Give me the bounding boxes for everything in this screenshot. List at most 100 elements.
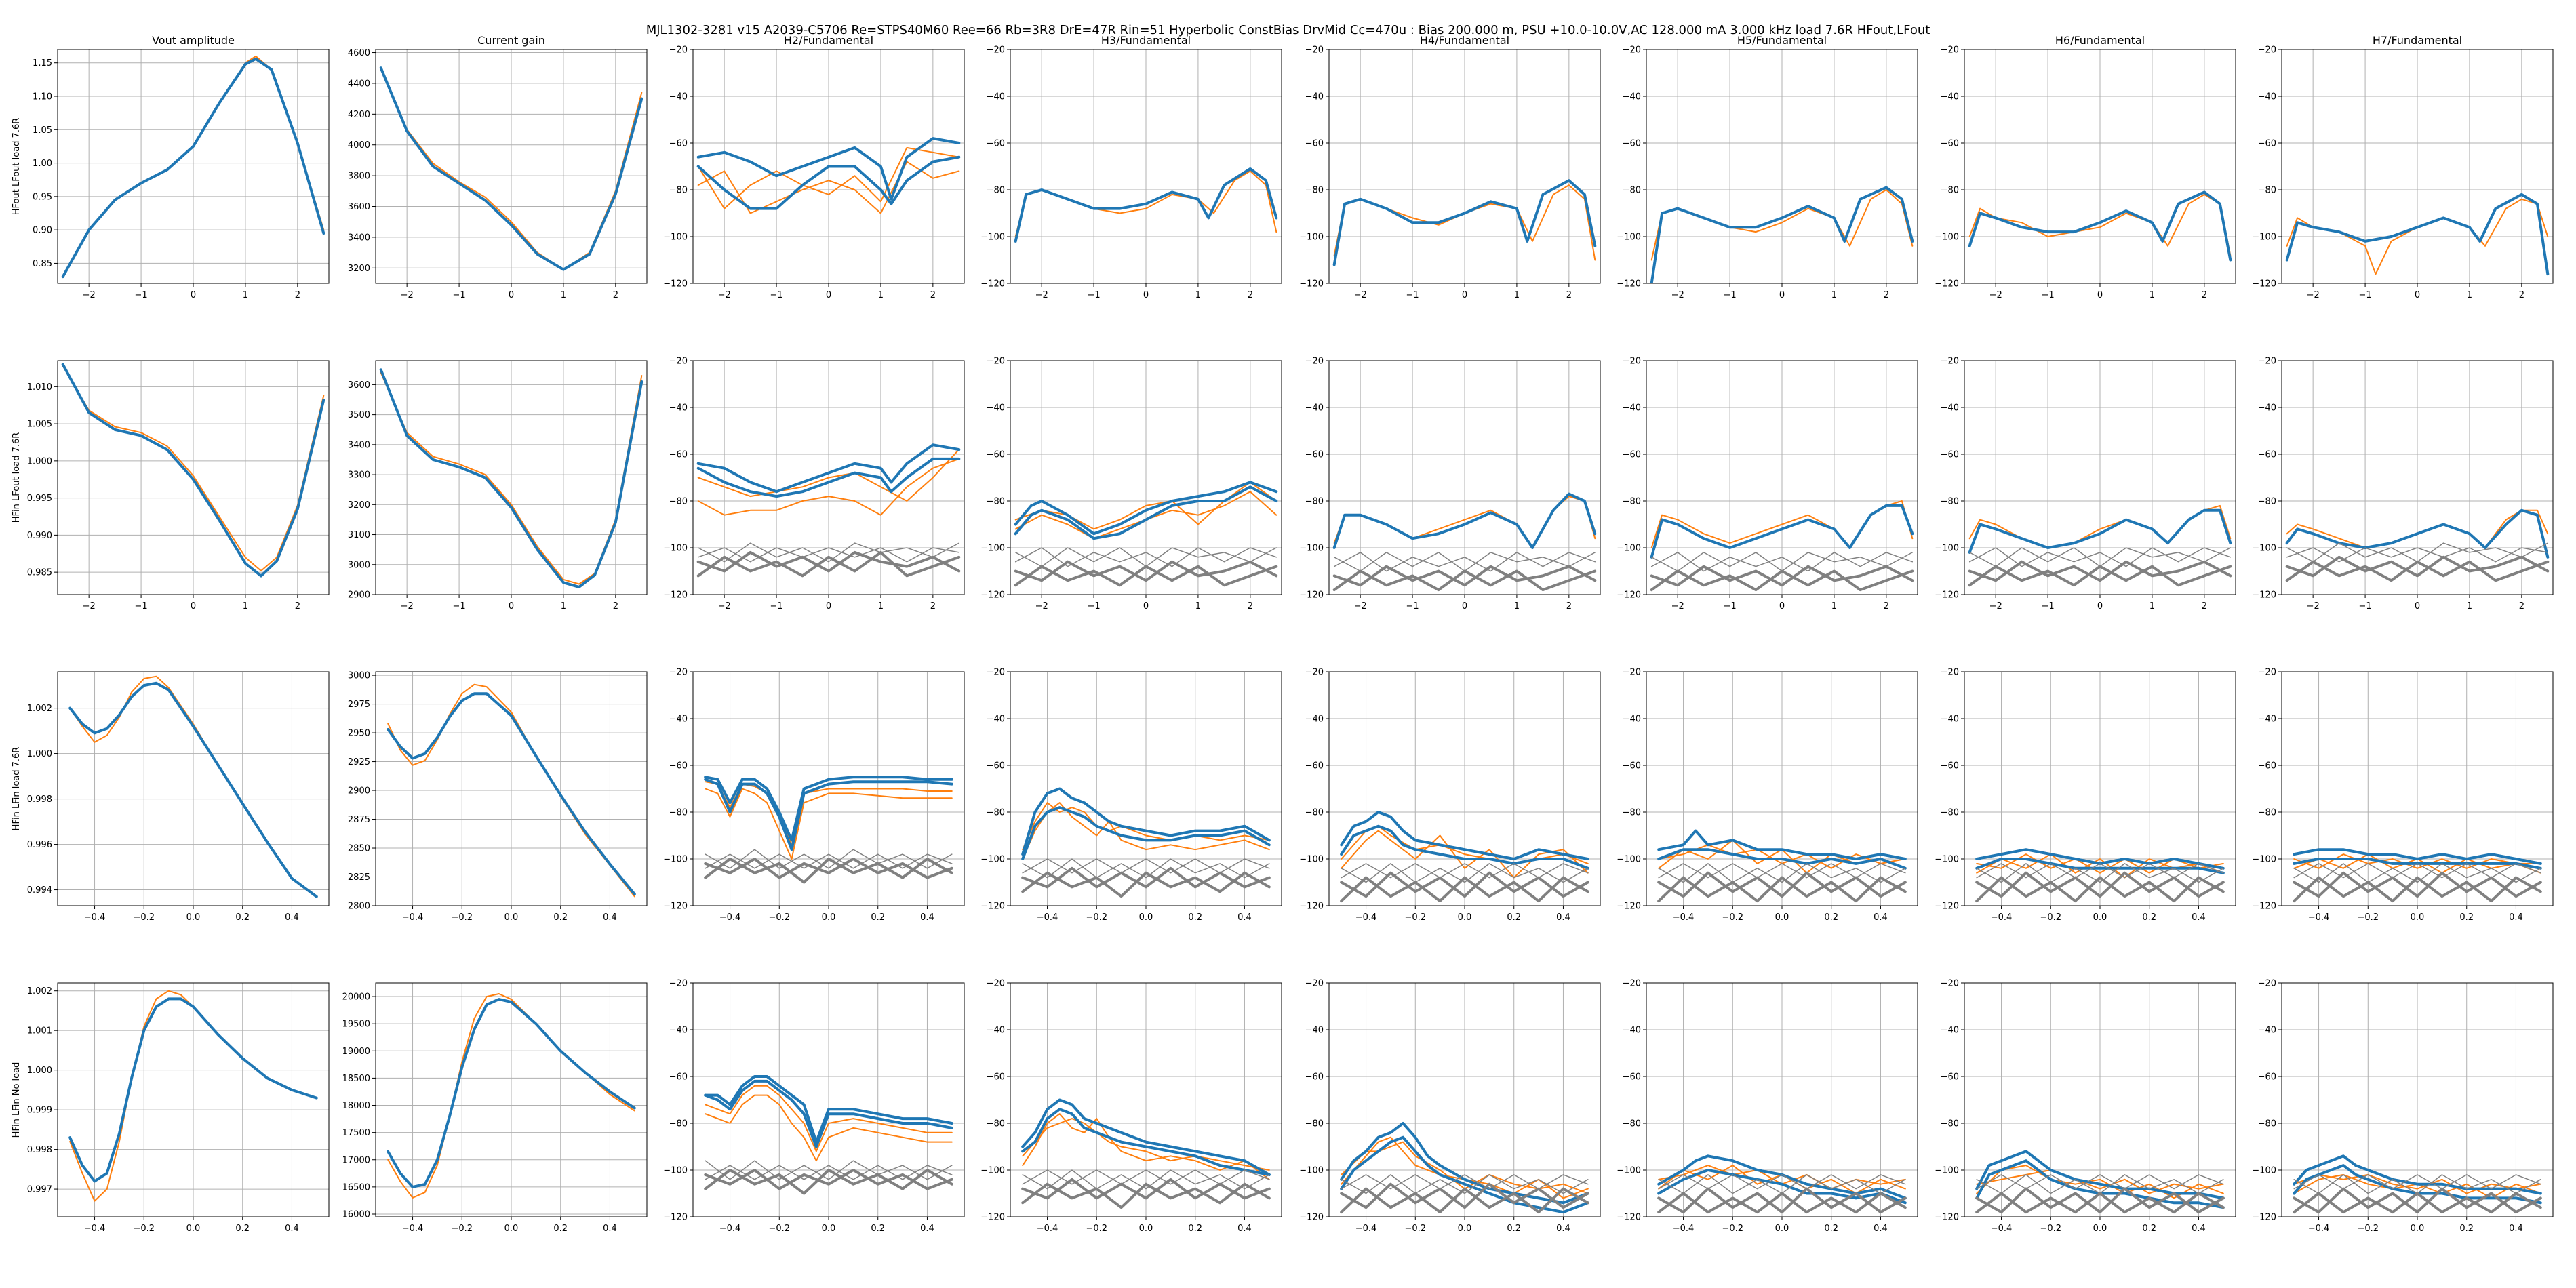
subplot-r2-c5: −0.4 −0.2 0.0 0.2 0.4 −120 −100 −80 −60 −40 −20 (1617, 668, 1918, 923)
subplot-title: H5/Fundamental (1737, 34, 1827, 47)
y-tick-label: 2850 (348, 844, 370, 854)
y-tick-label: −40 (1623, 1026, 1641, 1036)
subplot-r1-c7: −2 −1 0 1 2 −120 −100 −80 −60 −40 −20 (2252, 357, 2554, 611)
y-tick-label: −120 (1617, 1213, 1641, 1223)
y-tick-label: −20 (2258, 668, 2276, 678)
x-tick-label: 0 (1779, 290, 1785, 300)
series-line-gray-4 (696, 550, 961, 573)
subplot-r3-c7: −0.4 −0.2 0.0 0.2 0.4 −120 −100 −80 −60 −40 −20 (2252, 979, 2554, 1234)
x-tick-label: −1 (2041, 601, 2054, 611)
x-tick-label: 2 (2519, 290, 2524, 300)
y-tick-label: −100 (2252, 544, 2276, 554)
y-tick-label: −100 (663, 1166, 688, 1176)
series-line-orange-1 (697, 449, 960, 502)
y-tick-label: 17000 (342, 1155, 370, 1165)
y-tick-label: −20 (669, 45, 688, 56)
series-line-gray-4 (1975, 871, 2225, 898)
series-line-gray-7 (1658, 863, 1906, 879)
row-label: HFout LFout load 7.6R (12, 118, 22, 216)
series-line-blue-2 (704, 776, 953, 842)
x-tick-label: 0 (509, 290, 514, 300)
series-line-gray-5 (696, 550, 961, 578)
y-tick-label: 3000 (348, 560, 370, 570)
series-line-gray-4 (1340, 871, 1589, 898)
y-tick-label: −60 (669, 761, 688, 771)
series-line-gray-5 (704, 1169, 953, 1195)
y-tick-label: −100 (2252, 855, 2276, 865)
y-tick-label: −100 (2252, 233, 2276, 243)
x-tick-label: −0.2 (1404, 1224, 1426, 1234)
figure-title: MJL1302-3281 v15 A2039-C5706 Re=STPS40M6… (646, 23, 1930, 37)
y-tick-label: 1.000 (27, 1066, 52, 1076)
series-line-gray-4 (1021, 1178, 1271, 1200)
y-tick-label: 2800 (348, 902, 370, 912)
y-tick-label: −80 (669, 497, 688, 507)
y-tick-label: 3400 (348, 440, 370, 450)
subplot-r0-c6: −2 −1 0 1 2 −120 −100 −80 −60 −40 −20 H6/Fundamenta… (1935, 34, 2236, 300)
y-tick-label: −100 (663, 544, 688, 554)
series-line-gray-4 (1333, 552, 1596, 572)
x-tick-label: 0.0 (1458, 1224, 1472, 1234)
series-line-gray-6 (697, 542, 960, 563)
y-tick-label: −60 (1305, 450, 1324, 460)
y-tick-label: 1.010 (27, 382, 52, 393)
y-tick-label: −120 (2252, 902, 2276, 912)
subplot-r0-c4: −2 −1 0 1 2 −120 −100 −80 −60 −40 −20 H4/Fundamenta… (1299, 34, 1601, 300)
subplot-r2-c7: −0.4 −0.2 0.0 0.2 0.4 −120 −100 −80 −60 −40 −20 (2252, 668, 2554, 923)
series-line-blue-1 (387, 998, 636, 1188)
y-tick-label: −20 (2258, 357, 2276, 367)
x-tick-label: 0.4 (285, 1224, 299, 1234)
x-tick-label: 2 (295, 601, 300, 611)
y-tick-label: −60 (1941, 1072, 1959, 1083)
y-tick-label: −20 (1623, 357, 1641, 367)
y-tick-label: 2900 (348, 590, 370, 601)
y-tick-label: −120 (1935, 279, 1959, 289)
series-line-gray-5 (1333, 552, 1596, 572)
y-tick-label: −40 (1305, 1026, 1324, 1036)
series-line-blue-2 (1657, 829, 1907, 860)
series-line-blue-1 (379, 66, 643, 271)
series-line-orange-0 (1976, 853, 2224, 879)
subplot-title: H7/Fundamental (2373, 34, 2462, 47)
y-tick-label: 19500 (342, 1020, 370, 1030)
series-line-blue-1 (1332, 492, 1597, 549)
y-tick-label: −40 (1623, 715, 1641, 725)
series-line-blue-2 (696, 137, 961, 201)
subplot-r3-c0: −0.4 −0.2 0.0 0.2 0.4 0.997 0.998 0.999 1.000 1.0… (12, 982, 330, 1234)
x-tick-label: −0.4 (84, 912, 106, 923)
y-tick-label: −100 (1935, 1166, 1959, 1176)
y-tick-label: −40 (987, 403, 1005, 414)
y-tick-label: −100 (1617, 855, 1641, 865)
series-line-gray-6 (705, 1160, 953, 1180)
y-tick-label: 1.15 (33, 58, 52, 68)
series-line-gray-5 (1650, 552, 1914, 572)
x-tick-label: 2 (295, 290, 300, 300)
subplot-r3-c3: −0.4 −0.2 0.0 0.2 0.4 −120 −100 −80 −60 −40 −20 (980, 979, 1282, 1234)
y-tick-label: 3200 (348, 264, 370, 274)
x-tick-label: 0.4 (1237, 912, 1252, 923)
x-tick-label: 1 (2467, 601, 2472, 611)
x-tick-label: 0.0 (2411, 1224, 2425, 1234)
subplot-r0-c3: −2 −1 0 1 2 −120 −100 −80 −60 −40 −20 H3/Fundamenta… (980, 34, 1282, 300)
x-tick-label: 0 (2097, 601, 2103, 611)
y-tick-label: −40 (1941, 1026, 1959, 1036)
y-tick-label: 17500 (342, 1128, 370, 1138)
series-line-gray-5 (1657, 876, 1907, 903)
series-line-gray-7 (705, 853, 953, 869)
x-tick-label: 0.2 (553, 912, 568, 923)
x-tick-label: −0.2 (768, 1224, 790, 1234)
y-tick-label: −40 (1305, 715, 1324, 725)
y-tick-label: 1.000 (27, 749, 52, 759)
series-line-orange-0 (697, 161, 960, 214)
series-line-blue-2 (1021, 1098, 1271, 1176)
x-tick-label: 2 (2519, 601, 2524, 611)
x-tick-label: 0.2 (1824, 1224, 1838, 1234)
series-line-blue-2 (2293, 1154, 2542, 1195)
x-tick-label: 0 (1462, 601, 1467, 611)
y-tick-label: −40 (1623, 403, 1641, 414)
x-tick-label: 0 (509, 601, 514, 611)
x-tick-label: 1 (2149, 601, 2155, 611)
y-tick-label: −120 (663, 279, 688, 289)
series-line-orange-0 (62, 365, 325, 571)
y-tick-label: −40 (1941, 715, 1959, 725)
